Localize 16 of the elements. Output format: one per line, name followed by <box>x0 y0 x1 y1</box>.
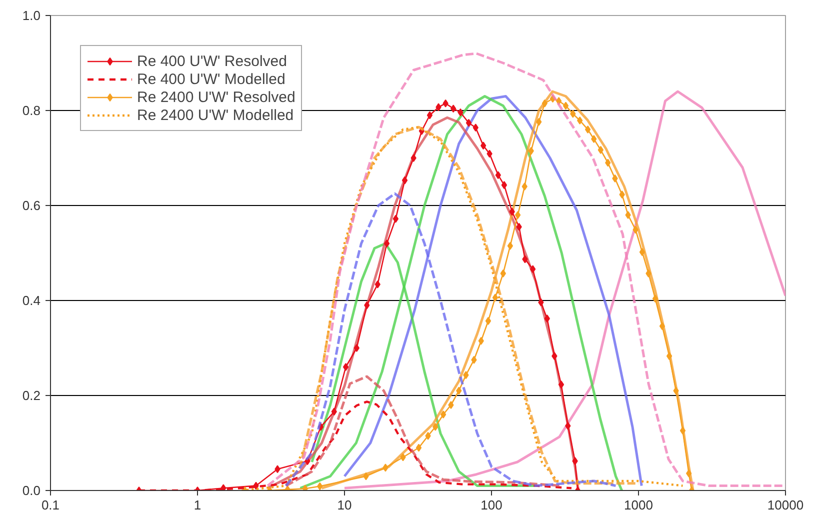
x-tick-label: 0.1 <box>41 498 60 512</box>
x-tick-label: 100 <box>480 498 502 512</box>
legend-label: Re 400 U'W' Modelled <box>137 70 286 88</box>
y-tick-label: 1.0 <box>22 8 41 23</box>
x-tick-label: 10000 <box>767 498 804 512</box>
x-tick-label: 10 <box>337 498 352 512</box>
legend-label: Re 2400 U'W' Modelled <box>137 106 294 124</box>
y-tick-label: 0.8 <box>22 103 41 118</box>
y-tick-label: 0.0 <box>22 483 41 498</box>
y-tick-label: 0.6 <box>22 198 41 213</box>
y-tick-label: 0.2 <box>22 388 41 403</box>
legend-label: Re 2400 U'W' Resolved <box>137 88 296 106</box>
legend-label: Re 400 U'W' Resolved <box>137 52 287 70</box>
y-tick-label: 0.4 <box>22 293 41 308</box>
x-tick-label: 1 <box>194 498 202 512</box>
x-tick-label: 1000 <box>624 498 653 512</box>
